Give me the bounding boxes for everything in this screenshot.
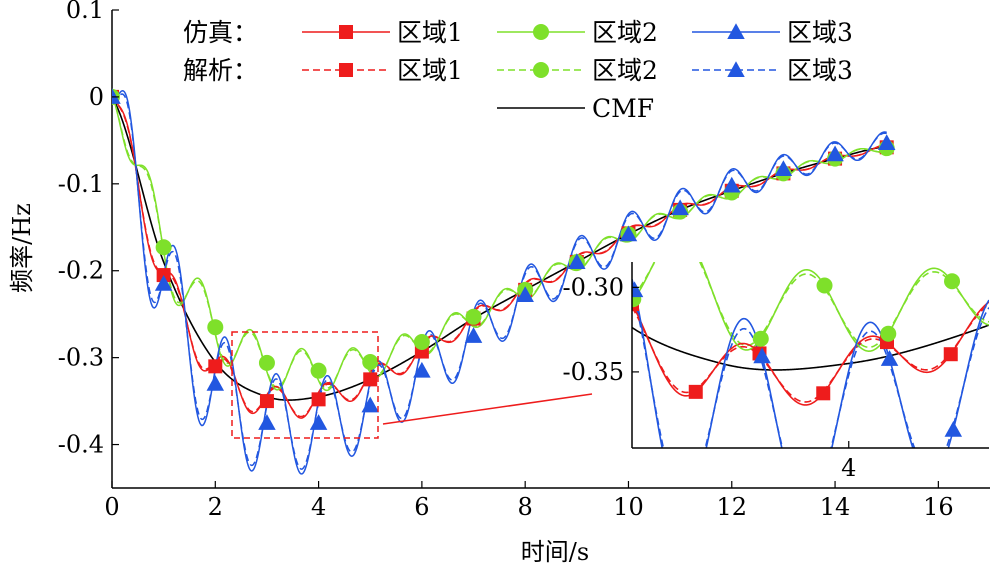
inset-data-point-区域3 xyxy=(880,350,899,366)
x-axis-label: 时间/s xyxy=(521,538,589,566)
x-tick-label: 2 xyxy=(208,493,223,521)
legend-marker xyxy=(339,25,353,39)
data-point-区域3 xyxy=(774,160,793,177)
data-point-区域1 xyxy=(311,392,326,407)
data-point-区域3 xyxy=(206,374,225,391)
y-tick-label: -0.3 xyxy=(58,344,104,372)
legend-entry-label: 区域3 xyxy=(787,18,853,47)
inset-background xyxy=(632,262,989,448)
x-tick-label: 16 xyxy=(923,493,954,521)
data-point-区域3 xyxy=(309,414,328,430)
data-point-区域1 xyxy=(259,394,274,409)
inset-data-point-区域2 xyxy=(880,325,897,342)
legend-cmf-label: CMF xyxy=(592,94,654,123)
main-tick-labels: 0 2 4 6 8 10 12 14 16 0.1 0 -0.1 -0.2 -0.3 -0.4 xyxy=(58,0,954,521)
legend-marker xyxy=(727,23,745,39)
data-point-区域3 xyxy=(464,327,483,343)
inset-y-tick-label: -0.30 xyxy=(562,273,624,301)
inset-data-point-区域3 xyxy=(944,420,963,437)
data-point-区域2 xyxy=(258,354,275,371)
data-point-区域3 xyxy=(361,396,379,413)
data-point-区域2 xyxy=(155,239,172,256)
data-point-区域3 xyxy=(258,414,276,430)
data-point-区域3 xyxy=(826,145,844,162)
inset-data-point-区域2 xyxy=(944,273,961,290)
data-point-区域3 xyxy=(568,253,586,270)
data-point-区域2 xyxy=(310,362,327,379)
legend-row-label: 解析： xyxy=(183,56,258,85)
legend: 仿真： 区域1 区域2 区域3 解析： 区域1 区域2 区域3 CMF xyxy=(183,18,853,123)
inset-data-point-区域1 xyxy=(688,384,703,399)
legend-marker xyxy=(727,61,745,77)
zoom-region-box xyxy=(231,331,379,439)
inset-data-point-区域3 xyxy=(817,465,835,481)
inset-data-point-区域2 xyxy=(816,277,833,294)
y-tick-label: -0.4 xyxy=(58,431,104,459)
inset-series-line-区域2 xyxy=(632,262,989,352)
legend-entry-label: 区域2 xyxy=(592,18,658,47)
series-line-仿真-区域3 xyxy=(112,89,887,475)
legend-entry-label: 区域1 xyxy=(397,18,463,47)
inset-x-tick-label: 4 xyxy=(841,454,856,482)
y-axis-label: 频率/Hz xyxy=(8,203,36,293)
inset-series-line-区域2 xyxy=(632,262,989,349)
y-tick-label: -0.2 xyxy=(58,257,104,285)
data-point-区域2 xyxy=(207,319,224,336)
legend-marker xyxy=(339,63,353,77)
inset-plot-area xyxy=(632,245,989,488)
x-tick-label: 10 xyxy=(613,493,644,521)
data-point-区域2 xyxy=(413,333,430,350)
main-plot-area xyxy=(112,88,896,475)
inset-data-point-区域2 xyxy=(752,330,769,347)
x-tick-label: 0 xyxy=(104,493,119,521)
inset-data-point-区域3 xyxy=(632,281,644,298)
data-point-区域2 xyxy=(362,353,379,370)
data-point-区域3 xyxy=(877,134,896,150)
inset-y-tick-label: -0.35 xyxy=(562,358,624,386)
inset-data-point-区域1 xyxy=(943,347,958,362)
series-line-CMF xyxy=(112,96,887,401)
data-point-区域3 xyxy=(619,225,638,242)
data-point-区域3 xyxy=(516,286,534,303)
data-point-区域2 xyxy=(465,308,482,325)
series-line-仿真-区域1 xyxy=(112,96,887,419)
x-tick-label: 4 xyxy=(311,493,326,521)
data-point-区域3 xyxy=(413,361,431,378)
inset-data-point-区域3 xyxy=(690,472,708,488)
data-point-区域3 xyxy=(671,199,689,216)
data-point-区域1 xyxy=(208,359,223,374)
inset-zoom-chart: 4 -0.30 -0.35 xyxy=(562,245,989,488)
inset-series-line-区域1 xyxy=(632,303,989,403)
inset-data-point-区域1 xyxy=(816,386,831,401)
x-tick-label: 6 xyxy=(414,493,429,521)
data-point-区域3 xyxy=(112,88,121,104)
y-tick-label: 0.1 xyxy=(66,0,104,24)
legend-row-label: 仿真： xyxy=(183,18,258,47)
x-tick-label: 12 xyxy=(716,493,747,521)
legend-entry-label: 区域3 xyxy=(787,56,853,85)
legend-entry-label: 区域1 xyxy=(397,56,463,85)
zoom-connector-line xyxy=(382,393,593,425)
y-tick-label: -0.1 xyxy=(58,170,104,198)
legend-marker xyxy=(533,62,549,78)
legend-marker xyxy=(533,24,549,40)
y-tick-label: 0 xyxy=(89,83,104,111)
data-point-区域3 xyxy=(723,176,741,193)
data-point-区域3 xyxy=(154,275,173,291)
legend-entry-label: 区域2 xyxy=(592,56,658,85)
inset-axes: 4 -0.30 -0.35 xyxy=(562,262,989,482)
x-tick-label: 8 xyxy=(518,493,533,521)
inset-data-point-区域2 xyxy=(689,245,705,261)
data-point-区域1 xyxy=(363,372,378,387)
x-tick-label: 14 xyxy=(820,493,851,521)
series-line-仿真-区域2 xyxy=(112,96,887,392)
inset-series-line-CMF xyxy=(632,324,989,371)
inset-data-point-区域3 xyxy=(753,347,771,364)
